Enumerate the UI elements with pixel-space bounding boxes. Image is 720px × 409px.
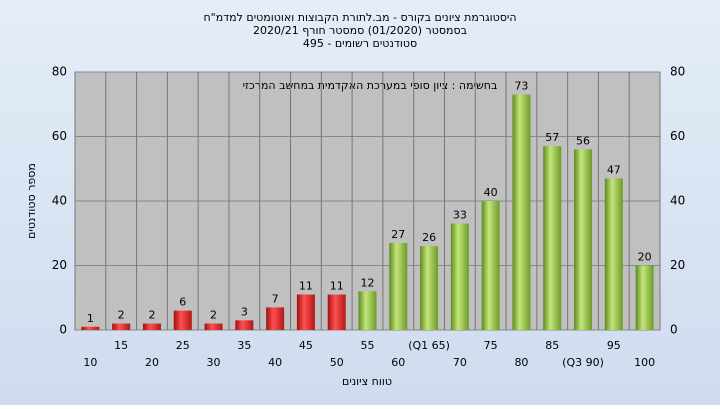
value-label: 6 — [179, 296, 186, 309]
x-tick-label: 85 — [545, 339, 559, 352]
bar — [512, 94, 531, 330]
bar — [142, 323, 161, 330]
x-tick-label: 20 — [145, 356, 159, 369]
title-line: היסטוגרמת ציונים בקורס - מב.לתורת הקבוצו… — [203, 11, 516, 24]
x-tick-label: 30 — [207, 356, 221, 369]
bar — [635, 265, 654, 330]
bar — [235, 320, 254, 330]
y2-tick-label: 0 — [670, 323, 678, 337]
x-tick-label: 50 — [330, 356, 344, 369]
bar — [296, 294, 315, 330]
y-axis-label: מספר סטודנטים — [25, 163, 38, 239]
x-tick-label: 10 — [83, 356, 97, 369]
x-tick-label: 15 — [114, 339, 128, 352]
bar — [266, 307, 285, 330]
bar — [604, 178, 623, 330]
bar — [173, 310, 192, 330]
y-tick-label: 40 — [52, 194, 67, 208]
bar — [481, 201, 500, 330]
x-tick-label: 100 — [634, 356, 655, 369]
y-tick-label: 60 — [52, 129, 67, 143]
value-label: 11 — [330, 280, 344, 293]
bar — [204, 323, 223, 330]
title-line: סטודנטים רשומים - 495 — [303, 37, 417, 50]
x-tick-label: 35 — [237, 339, 251, 352]
x-tick-label: 70 — [453, 356, 467, 369]
value-label: 57 — [545, 131, 559, 144]
x-axis-label: טווח ציונים — [342, 375, 392, 388]
y2-tick-label: 60 — [670, 129, 685, 143]
title-line: בסמסטר (01/2020) סמסטר חורף 2020/21 — [253, 24, 467, 37]
y2-tick-label: 80 — [670, 65, 685, 79]
x-tick-label: 25 — [176, 339, 190, 352]
value-label: 56 — [576, 134, 590, 147]
x-tick-label: 55 — [361, 339, 375, 352]
y-tick-label: 0 — [59, 323, 67, 337]
x-tick-label: 60 — [391, 356, 405, 369]
bar — [543, 146, 562, 330]
value-label: 1 — [87, 312, 94, 325]
value-label: 20 — [638, 251, 652, 264]
x-tick-label: (Q3 90) — [562, 356, 604, 369]
annotation: בחשימה : ציון סופי במערכת האקדמית במחשב … — [243, 79, 498, 92]
value-label: 12 — [361, 276, 375, 289]
bar — [420, 246, 439, 330]
value-label: 2 — [210, 309, 217, 322]
x-tick-label: 80 — [514, 356, 528, 369]
value-label: 27 — [391, 228, 405, 241]
y-tick-label: 80 — [52, 65, 67, 79]
bar — [358, 291, 377, 330]
x-tick-label: 45 — [299, 339, 313, 352]
value-label: 2 — [148, 309, 155, 322]
value-label: 47 — [607, 163, 621, 176]
y2-tick-label: 20 — [670, 258, 685, 272]
bar — [81, 326, 100, 330]
bar — [574, 149, 593, 330]
bar — [327, 294, 346, 330]
value-label: 11 — [299, 280, 313, 293]
value-label: 3 — [241, 305, 248, 318]
value-label: 33 — [453, 209, 467, 222]
value-label: 26 — [422, 231, 436, 244]
value-label: 7 — [272, 292, 279, 305]
x-tick-label: (Q1 65) — [408, 339, 450, 352]
x-tick-label: 95 — [607, 339, 621, 352]
value-label: 2 — [118, 309, 125, 322]
x-tick-label: 40 — [268, 356, 282, 369]
x-tick-label: 75 — [484, 339, 498, 352]
bar — [112, 323, 131, 330]
value-label: 73 — [514, 80, 528, 93]
y2-tick-label: 40 — [670, 194, 685, 208]
bar — [450, 223, 469, 330]
bar — [389, 242, 408, 330]
y-tick-label: 20 — [52, 258, 67, 272]
value-label: 40 — [484, 186, 498, 199]
